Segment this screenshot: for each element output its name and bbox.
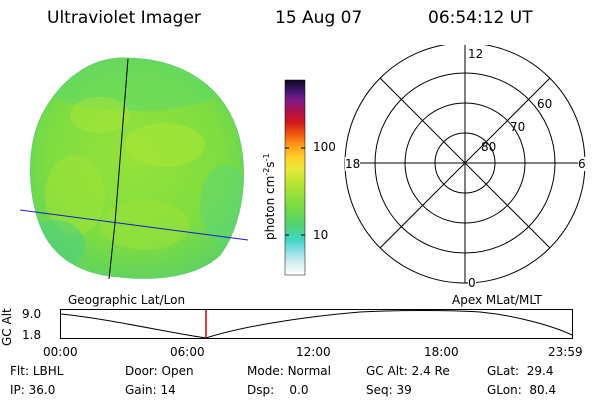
mlat-label-70: 70 xyxy=(510,120,526,134)
alt-ytick-min: 1.8 xyxy=(22,328,42,342)
header-time: 06:54:12 UT xyxy=(428,8,533,28)
status-glon: GLon: 80.4 xyxy=(487,383,557,397)
status-gc-alt: GC Alt: 2.4 Re xyxy=(366,364,450,378)
status-door: Door: Open xyxy=(125,364,194,378)
instrument-title: Ultraviolet Imager xyxy=(47,8,201,28)
status-flt: Flt: LBHL xyxy=(10,364,64,378)
header-date: 15 Aug 07 xyxy=(275,8,363,28)
status-ip: IP: 36.0 xyxy=(10,383,56,397)
apex-label: Apex MLat/MLT xyxy=(452,293,542,307)
mlt-label-0: 0 xyxy=(468,276,476,290)
mlt-label-12: 12 xyxy=(467,47,485,61)
colorbar-tick-100: 100 xyxy=(313,140,336,154)
status-mode: Mode: Normal xyxy=(247,364,331,378)
alt-xtick-0000: 00:00 xyxy=(43,345,78,359)
alt-ytick-max: 9.0 xyxy=(22,307,42,321)
gc-alt-axis-label: GC Alt xyxy=(0,308,14,346)
altitude-plot xyxy=(60,309,573,339)
status-glat: GLat: 29.4 xyxy=(487,364,554,378)
altitude-curve xyxy=(60,310,573,339)
alt-xtick-2359: 23:59 xyxy=(548,345,583,359)
status-gain: Gain: 14 xyxy=(125,383,176,397)
status-dsp: Dsp: 0.0 xyxy=(247,383,309,397)
colorbar-tick-10: 10 xyxy=(313,228,329,242)
altitude-plot-frame xyxy=(60,309,573,339)
colorbar-units-label: photon cm-2s-1 xyxy=(262,153,277,240)
colorbar xyxy=(284,79,306,276)
mlat-label-80: 80 xyxy=(481,140,497,154)
mlat-label-60: 60 xyxy=(537,97,553,111)
alt-xtick-1200: 12:00 xyxy=(296,345,331,359)
geographic-parallel-line xyxy=(19,209,249,241)
alt-xtick-0600: 06:00 xyxy=(170,345,205,359)
geographic-label: Geographic Lat/Lon xyxy=(68,293,186,307)
mlt-label-6: 6 xyxy=(578,157,586,171)
disk-image xyxy=(30,58,244,279)
status-seq: Seq: 39 xyxy=(366,383,412,397)
uv-image-disk xyxy=(19,57,249,280)
alt-xtick-1800: 18:00 xyxy=(424,345,459,359)
polar-mlat-mlt-plot xyxy=(344,45,586,284)
mlt-label-18: 18 xyxy=(345,157,361,171)
